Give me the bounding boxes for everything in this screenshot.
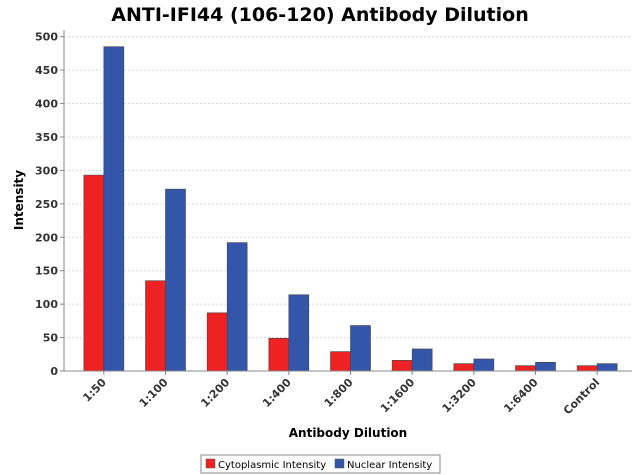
x-tick-label: 1:100 xyxy=(137,376,171,410)
legend: Cytoplasmic Intensity Nuclear Intensity xyxy=(200,454,441,474)
x-axis-label: Antibody Dilution xyxy=(289,426,407,440)
legend-swatch-nuclear xyxy=(334,458,345,469)
x-tick-layer: 1:50 1:100 1:200 1:400 1:800 1:1600 1:3200 1:64… xyxy=(80,371,602,417)
bar-nuclear xyxy=(103,46,125,372)
legend-label-cytoplasmic: Cytoplasmic Intensity xyxy=(218,460,326,471)
bar-nuclear xyxy=(535,362,556,372)
y-axis-label: Intensity xyxy=(12,170,26,230)
x-tick-label: 1:3200 xyxy=(440,376,480,416)
bar-cytoplasmic xyxy=(83,174,105,372)
bar-cytoplasmic xyxy=(145,280,166,372)
legend-box xyxy=(200,454,441,474)
y-tick-label: 300 xyxy=(35,164,58,177)
bar-cytoplasmic xyxy=(268,337,290,372)
y-tick-label: 400 xyxy=(35,98,58,111)
y-tick-label: 200 xyxy=(35,231,58,244)
bar-cytoplasmic xyxy=(453,363,475,372)
chart-title: ANTI-IFI44 (106-120) Antibody Dilution xyxy=(111,4,528,26)
x-tick-label: 1:400 xyxy=(260,376,294,410)
y-tick-label: 50 xyxy=(43,332,59,345)
legend-swatch-cytoplasmic xyxy=(205,458,216,469)
bar-cytoplasmic xyxy=(515,365,536,372)
y-tick-layer: 0 50 100 150 200 250 300 350 400 450 500 xyxy=(35,31,64,378)
y-tick-label: 100 xyxy=(35,298,58,311)
y-tick-label: 500 xyxy=(35,31,58,44)
y-tick-label: 350 xyxy=(35,131,58,144)
bar-nuclear xyxy=(473,358,495,372)
bar-cytoplasmic xyxy=(206,312,228,372)
bar-nuclear xyxy=(288,294,310,372)
bar-nuclear xyxy=(226,242,248,372)
x-tick-label: Control xyxy=(561,376,602,417)
y-tick-label: 450 xyxy=(35,64,58,77)
bar-nuclear xyxy=(165,188,186,372)
x-tick-label: 1:50 xyxy=(80,376,109,405)
bar-nuclear xyxy=(596,363,618,372)
bar-cytoplasmic xyxy=(330,351,351,372)
y-tick-label: 150 xyxy=(35,265,58,278)
axis-layer xyxy=(63,30,632,372)
bar-cytoplasmic xyxy=(576,365,598,372)
bar-nuclear xyxy=(411,348,433,372)
x-tick-label: 1:6400 xyxy=(501,376,541,416)
bar-layer xyxy=(83,46,618,372)
bar-nuclear xyxy=(350,325,371,372)
legend-label-nuclear: Nuclear Intensity xyxy=(347,460,432,471)
y-tick-label: 250 xyxy=(35,198,58,211)
grid-layer xyxy=(64,36,632,339)
bar-cytoplasmic xyxy=(391,360,413,372)
x-tick-label: 1:200 xyxy=(198,376,232,410)
y-tick-label: 0 xyxy=(50,365,58,378)
x-tick-label: 1:800 xyxy=(322,376,356,410)
x-tick-label: 1:1600 xyxy=(378,376,418,416)
